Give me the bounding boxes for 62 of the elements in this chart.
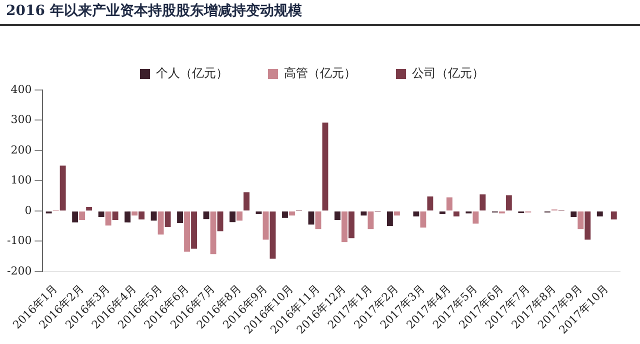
bar — [472, 211, 479, 224]
bar — [322, 122, 328, 210]
bar — [184, 211, 190, 252]
bar — [578, 211, 584, 230]
y-tick-label: 0 — [24, 204, 32, 217]
bar — [480, 194, 486, 210]
bar — [262, 211, 269, 240]
bar — [191, 211, 198, 249]
legend-label: 公司（亿元） — [412, 66, 484, 80]
bar — [368, 211, 374, 230]
legend-label: 高管（亿元） — [284, 66, 356, 80]
bar — [210, 211, 216, 254]
bar — [98, 211, 104, 217]
bar — [150, 211, 157, 221]
bar — [270, 211, 276, 259]
y-tick-label: -200 — [6, 264, 32, 278]
bar — [570, 211, 577, 217]
bar — [244, 192, 250, 210]
bar — [124, 211, 131, 222]
y-tick-label: -100 — [6, 234, 32, 248]
chart-title: 2016 年以来产业资本持股股东增减持变动规模 — [6, 2, 302, 20]
bar — [386, 211, 393, 226]
bar — [105, 211, 112, 226]
bar — [420, 211, 426, 228]
bar — [584, 211, 591, 240]
bar — [256, 211, 262, 214]
bar — [439, 211, 446, 214]
y-tick-label: 200 — [10, 143, 32, 156]
bar — [177, 211, 184, 224]
y-tick-label: 300 — [10, 113, 32, 126]
bar — [86, 207, 92, 210]
bar — [453, 211, 460, 216]
bar — [610, 211, 617, 220]
bar — [203, 211, 210, 220]
bar — [348, 211, 354, 238]
bar — [112, 211, 118, 220]
bar — [308, 211, 314, 225]
bar — [282, 211, 288, 218]
bar — [217, 211, 224, 232]
bar — [60, 166, 66, 210]
bar — [394, 211, 400, 216]
bar — [132, 211, 138, 216]
bar — [334, 211, 340, 220]
bar — [72, 211, 78, 222]
bar — [596, 211, 603, 216]
bar — [315, 211, 322, 230]
bar — [360, 211, 367, 216]
bar — [236, 211, 242, 221]
bar — [342, 211, 348, 242]
bar — [413, 211, 420, 216]
bar — [427, 196, 434, 210]
bar — [506, 195, 512, 210]
y-tick-label: 100 — [10, 174, 32, 187]
bar — [289, 211, 295, 216]
bar — [158, 211, 164, 235]
legend-label: 个人（亿元） — [156, 66, 228, 80]
bar — [138, 211, 145, 220]
y-tick-label: 400 — [10, 82, 32, 96]
bar — [446, 197, 452, 210]
bar — [164, 211, 171, 227]
bar — [79, 211, 86, 220]
bar — [230, 211, 236, 222]
